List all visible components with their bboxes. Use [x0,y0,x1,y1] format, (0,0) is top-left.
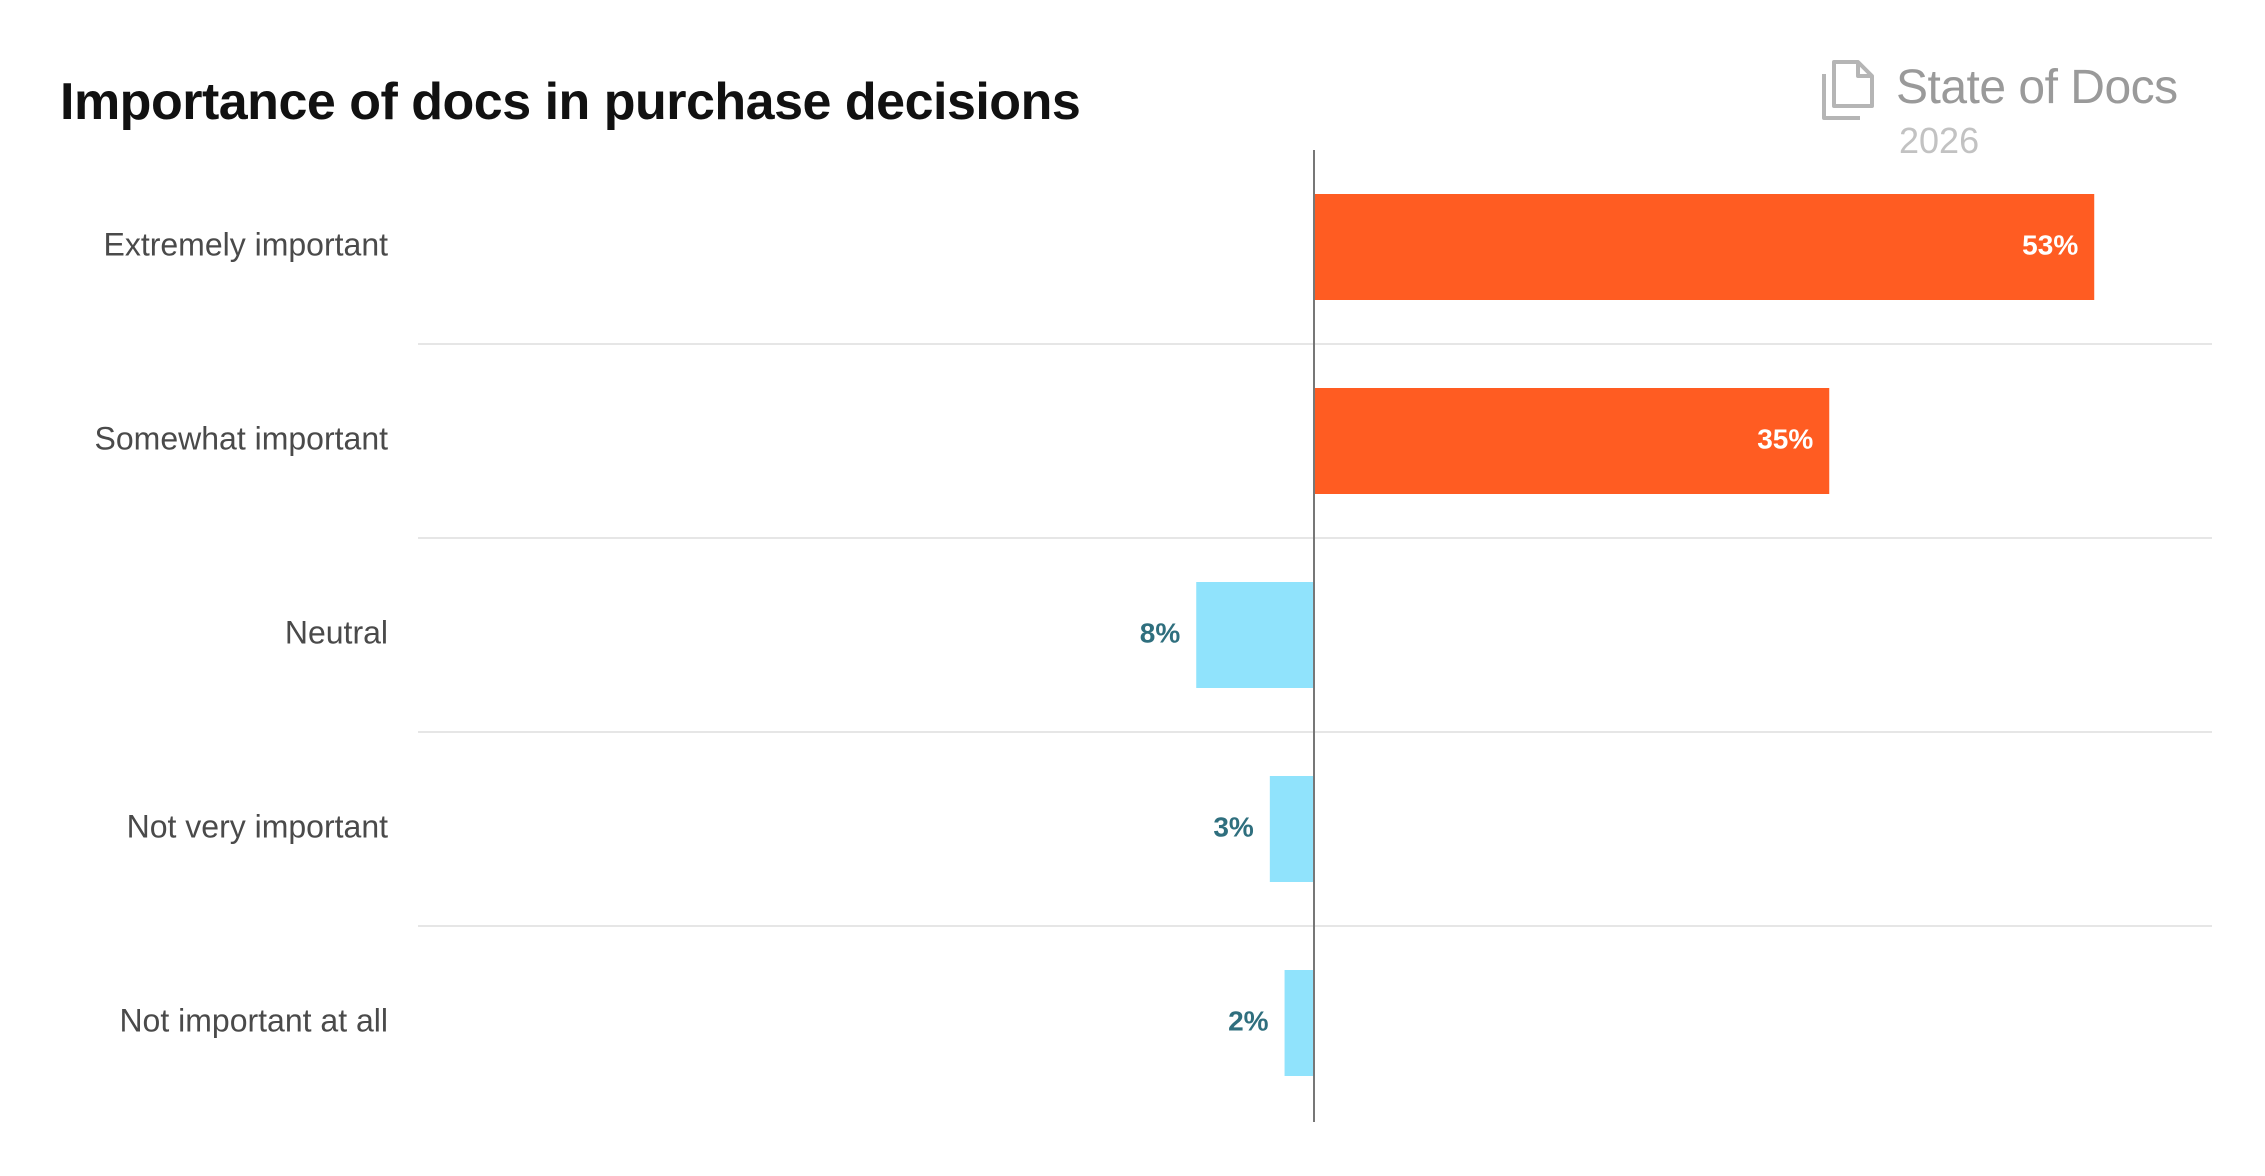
chart-title: Importance of docs in purchase decisions [60,73,1081,131]
bar [1314,194,2095,300]
value-label: 2% [1228,1005,1269,1036]
bar [1314,388,1830,494]
bar [1196,582,1314,688]
document-icon [1822,60,1874,120]
value-label: 35% [1757,423,1813,454]
value-label: 8% [1140,617,1181,648]
bar [1284,970,1314,1076]
category-label: Not very important [127,808,389,844]
brand-name: State of Docs [1896,61,2178,114]
value-label: 3% [1213,811,1254,842]
category-label: Somewhat important [95,420,389,456]
category-label: Extremely important [103,226,388,262]
category-label: Neutral [285,614,388,650]
value-label: 53% [2022,229,2078,260]
category-label: Not important at all [119,1002,388,1038]
brand-year: 2026 [1899,120,1980,161]
bar [1269,776,1314,882]
brand-logo: State of Docs 2026 [1820,58,2220,168]
